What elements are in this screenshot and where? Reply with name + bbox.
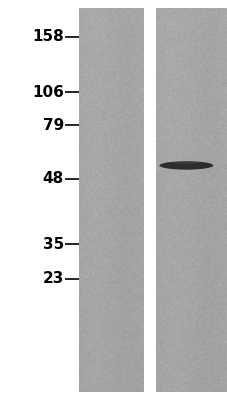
Text: 48: 48 [42, 171, 64, 186]
Ellipse shape [171, 161, 200, 164]
Bar [143, 8, 155, 392]
Text: 79: 79 [42, 118, 64, 133]
Ellipse shape [159, 161, 212, 170]
Text: 106: 106 [32, 85, 64, 100]
Text: 23: 23 [42, 271, 64, 286]
Text: 158: 158 [32, 29, 64, 44]
Text: 35: 35 [42, 237, 64, 252]
